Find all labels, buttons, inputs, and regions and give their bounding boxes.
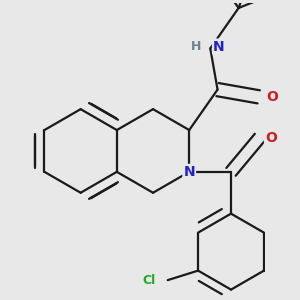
Text: N: N xyxy=(213,40,225,53)
Text: Cl: Cl xyxy=(142,274,155,286)
Text: O: O xyxy=(266,90,278,104)
Text: N: N xyxy=(183,165,195,179)
Text: H: H xyxy=(191,40,201,53)
Text: O: O xyxy=(265,131,277,145)
